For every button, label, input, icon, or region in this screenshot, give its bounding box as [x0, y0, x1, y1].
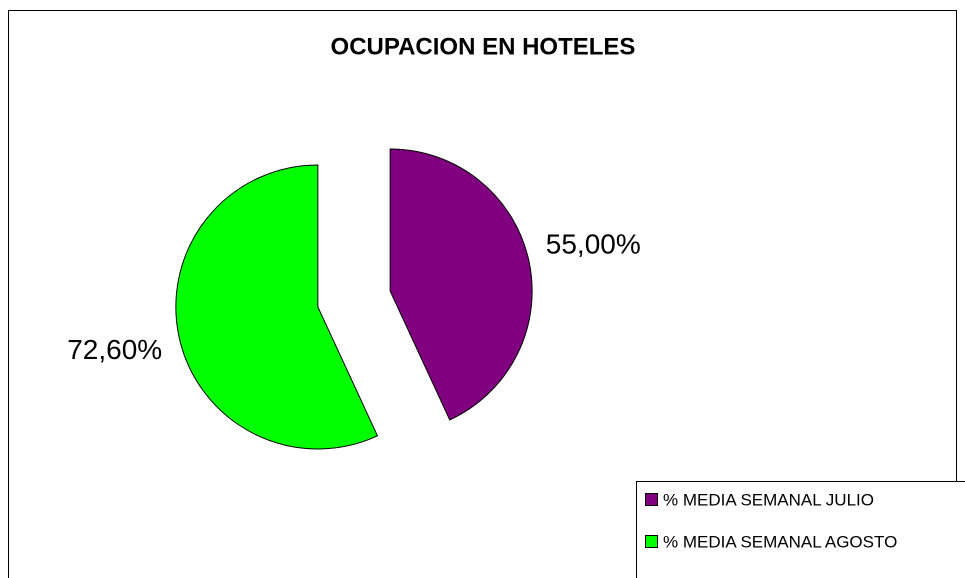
legend-swatch	[645, 535, 658, 548]
pie-slice	[389, 148, 533, 421]
data-label: 72,60%	[67, 334, 162, 365]
legend-label: % MEDIA SEMANAL AGOSTO	[663, 532, 897, 551]
legend-label: % MEDIA SEMANAL JULIO	[663, 490, 874, 509]
legend-box	[636, 481, 965, 578]
chart-title: OCUPACION EN HOTELES	[331, 33, 636, 60]
data-label: 55,00%	[546, 229, 641, 260]
pie-slice	[175, 164, 379, 450]
legend-swatch	[645, 493, 658, 506]
